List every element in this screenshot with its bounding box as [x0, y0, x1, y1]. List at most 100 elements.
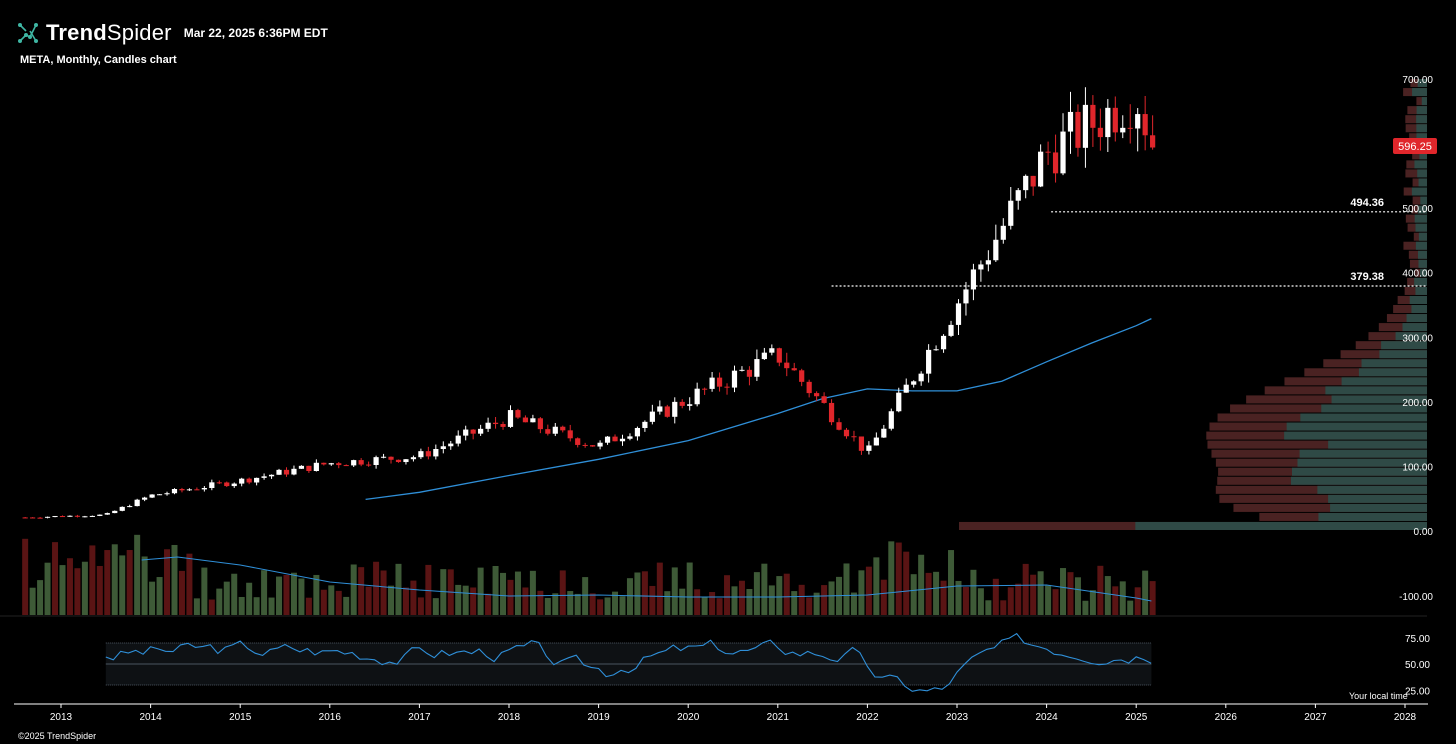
brand-name: TrendSpider — [46, 20, 172, 45]
candle-body — [791, 368, 797, 371]
candle-body — [1120, 127, 1126, 133]
profile-bar-up — [1358, 368, 1427, 377]
volume-bar — [492, 566, 499, 615]
volume-bar — [335, 590, 342, 615]
candle-body — [1090, 104, 1096, 128]
volume-bar — [223, 581, 230, 615]
x-tick-label: 2025 — [1125, 712, 1148, 723]
volume-bar — [746, 589, 753, 615]
x-tick-label: 2024 — [1035, 712, 1058, 723]
x-tick-label: 2015 — [229, 712, 252, 723]
volume-bar — [104, 550, 111, 615]
candle-body — [694, 388, 700, 405]
candle-body — [239, 478, 245, 484]
volume-bar — [552, 593, 559, 615]
volume-bar — [1000, 600, 1007, 615]
candle-body — [933, 349, 939, 351]
profile-bar-up — [1414, 214, 1427, 223]
volume-bar — [305, 597, 312, 615]
volume-bar — [22, 538, 29, 615]
candle-body — [127, 506, 133, 508]
candle-body — [940, 335, 947, 350]
candle-body — [425, 451, 431, 457]
candle-body — [485, 422, 491, 429]
profile-bar-up — [1411, 305, 1427, 314]
candle-body — [209, 482, 215, 489]
candle-body — [395, 459, 402, 463]
candle-body — [754, 359, 760, 377]
candle-body — [492, 422, 499, 425]
profile-bar-up — [1317, 485, 1427, 494]
volume-bar — [380, 570, 387, 615]
volume-bar — [1022, 563, 1029, 615]
volume-bar — [455, 584, 462, 615]
candle-body — [709, 377, 715, 389]
profile-bar-up — [1419, 151, 1427, 160]
volume-bar — [529, 570, 536, 615]
volume-bar — [343, 596, 350, 615]
profile-bar-up — [1417, 79, 1427, 88]
x-tick-label: 2017 — [408, 712, 431, 723]
candle-body — [873, 437, 879, 446]
volume-bar — [821, 585, 828, 615]
price-tick: 500.00 — [1402, 204, 1433, 215]
volume-bar — [507, 579, 514, 615]
x-tick-label: 2016 — [319, 712, 342, 723]
volume-bar — [238, 596, 245, 615]
candle-body — [112, 510, 118, 514]
candle-body — [1082, 104, 1089, 148]
candle-body — [418, 451, 424, 458]
candle-body — [156, 494, 163, 496]
profile-bar-up — [1325, 386, 1427, 395]
volume-bar — [268, 597, 275, 615]
candle-body — [373, 457, 379, 466]
profile-bar-up — [1290, 476, 1427, 485]
volume-bar — [1134, 587, 1141, 615]
profile-bar-up — [1395, 332, 1427, 341]
volume-bar — [417, 597, 424, 615]
profile-bar-up — [1416, 115, 1427, 124]
candle-body — [1135, 114, 1141, 129]
profile-bar-up — [1421, 97, 1427, 106]
volume-bar — [119, 555, 126, 615]
candle-body — [642, 421, 648, 428]
volume-bar — [888, 541, 895, 615]
candle-body — [881, 428, 887, 438]
x-tick-label: 2014 — [139, 712, 162, 723]
volume-bar — [664, 591, 671, 615]
volume-bar — [1104, 576, 1111, 615]
volume-bar — [134, 534, 141, 615]
volume-bar — [246, 582, 253, 615]
candle-body — [806, 381, 812, 394]
candle-body — [828, 402, 835, 423]
volume-bar — [910, 574, 917, 615]
volume-bar — [791, 591, 798, 615]
candle-body — [171, 489, 178, 494]
volume-bar — [783, 573, 790, 615]
profile-bar-up — [1412, 88, 1427, 97]
volume-bar — [701, 597, 708, 615]
candle-body — [575, 438, 581, 445]
volume-bar — [201, 567, 208, 615]
profile-bar-down — [1219, 494, 1427, 503]
volume-bar — [753, 572, 760, 615]
volume-bar — [44, 562, 51, 615]
chart-timestamp: Mar 22, 2025 6:36PM EDT — [183, 26, 328, 40]
candle-body — [851, 436, 857, 438]
candle-body — [963, 289, 969, 304]
volume-bar — [193, 598, 200, 615]
volume-bar — [253, 597, 260, 615]
candle-body — [186, 489, 193, 491]
candle-body — [687, 404, 693, 406]
candle-body — [1142, 114, 1148, 136]
volume-bar — [149, 581, 156, 615]
candle-body — [463, 429, 469, 436]
volume-bar — [671, 567, 678, 615]
volume-bar — [813, 592, 820, 615]
volume-bar — [388, 585, 395, 615]
profile-bar-up — [1328, 440, 1427, 449]
candle-body — [567, 430, 573, 439]
volume-bar — [96, 565, 103, 615]
volume-bar — [111, 544, 118, 615]
